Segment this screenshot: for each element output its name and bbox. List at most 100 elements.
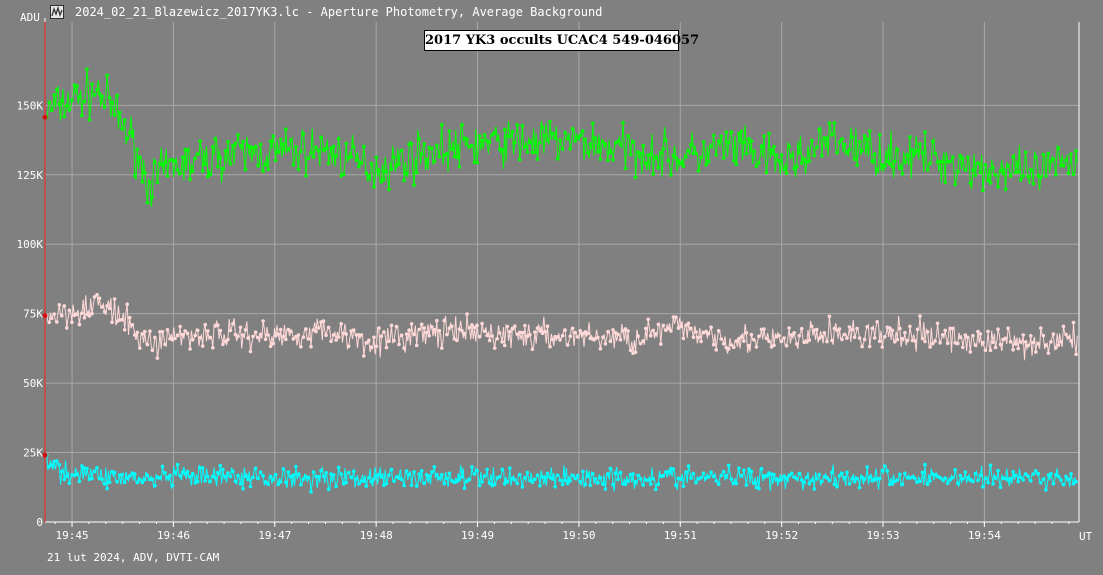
data-point (402, 178, 406, 183)
data-point (900, 482, 905, 487)
data-point (70, 320, 74, 325)
data-point (734, 481, 739, 486)
data-point (258, 470, 263, 474)
data-point (105, 73, 109, 78)
data-point (263, 163, 268, 167)
data-point (1008, 174, 1013, 178)
data-point (865, 325, 869, 329)
data-point (377, 326, 381, 330)
data-point (893, 340, 897, 344)
data-point (1044, 174, 1048, 178)
data-point (374, 344, 379, 349)
data-point (178, 171, 182, 176)
data-point (193, 333, 197, 338)
data-point (321, 319, 326, 323)
data-point (67, 308, 72, 313)
data-point (782, 336, 786, 340)
data-point (578, 133, 582, 138)
data-point (273, 472, 278, 477)
data-point (716, 482, 721, 487)
data-point (122, 118, 127, 122)
lightcurve-app-icon[interactable] (50, 5, 64, 19)
data-point (706, 475, 711, 479)
data-point (862, 337, 867, 342)
data-point (686, 464, 691, 468)
data-point (175, 168, 180, 172)
data-point (807, 159, 812, 164)
data-point (581, 469, 585, 474)
chart-title: 2017 YK3 occults UCAC4 549-046057 (424, 30, 699, 51)
data-point (981, 485, 985, 489)
data-point (656, 322, 661, 327)
data-point (384, 481, 389, 486)
data-point (852, 480, 857, 484)
data-point (716, 139, 721, 143)
data-point (840, 137, 844, 141)
data-point (704, 329, 708, 334)
data-point (877, 133, 882, 137)
data-point (586, 150, 590, 155)
data-point (430, 470, 434, 474)
data-point (226, 471, 230, 475)
data-point (769, 148, 774, 152)
data-point (711, 474, 716, 479)
data-point (435, 472, 439, 477)
data-point (261, 319, 265, 323)
data-point (560, 482, 565, 487)
data-point (852, 335, 857, 340)
data-point (299, 482, 303, 487)
data-point (180, 332, 185, 337)
data-point (253, 144, 258, 149)
data-point (437, 476, 442, 480)
data-point (860, 475, 864, 480)
data-point (1064, 474, 1068, 479)
data-point (105, 304, 109, 308)
data-point (110, 100, 114, 104)
data-point (689, 476, 693, 480)
data-point (407, 328, 411, 333)
title-bar: 2024_02_21_Blazewicz_2017YK3.lc - Apertu… (0, 0, 1103, 24)
data-point (515, 481, 520, 486)
data-point (344, 332, 349, 336)
data-point (885, 159, 890, 164)
data-point (789, 471, 794, 476)
data-point (1006, 326, 1010, 331)
data-point (535, 326, 540, 330)
data-point (850, 476, 854, 481)
data-point (359, 333, 364, 337)
data-point (52, 93, 56, 97)
data-point (784, 343, 789, 348)
data-point (216, 470, 220, 475)
data-point (827, 314, 832, 319)
data-point (195, 479, 200, 484)
data-point (1051, 157, 1056, 161)
data-point (112, 113, 117, 117)
data-point (734, 339, 739, 343)
data-point (316, 326, 321, 330)
data-point (820, 334, 824, 339)
data-point (1074, 480, 1078, 484)
data-point (963, 168, 968, 172)
data-point (485, 333, 489, 338)
data-point (65, 474, 69, 479)
data-point (636, 334, 640, 339)
data-point (364, 171, 369, 175)
data-point (351, 469, 356, 474)
data-point (830, 132, 834, 137)
data-point (538, 483, 542, 488)
data-point (482, 133, 487, 137)
data-point (417, 137, 422, 141)
data-point (178, 474, 182, 478)
data-point (764, 473, 769, 478)
series-1 (44, 67, 1078, 207)
data-point (523, 323, 527, 328)
data-point (847, 147, 852, 152)
data-point (289, 138, 293, 142)
data-point (983, 476, 988, 481)
data-point (1054, 346, 1058, 350)
data-point (314, 145, 318, 150)
data-point (772, 144, 776, 149)
data-point (284, 127, 288, 131)
data-point (185, 148, 190, 153)
